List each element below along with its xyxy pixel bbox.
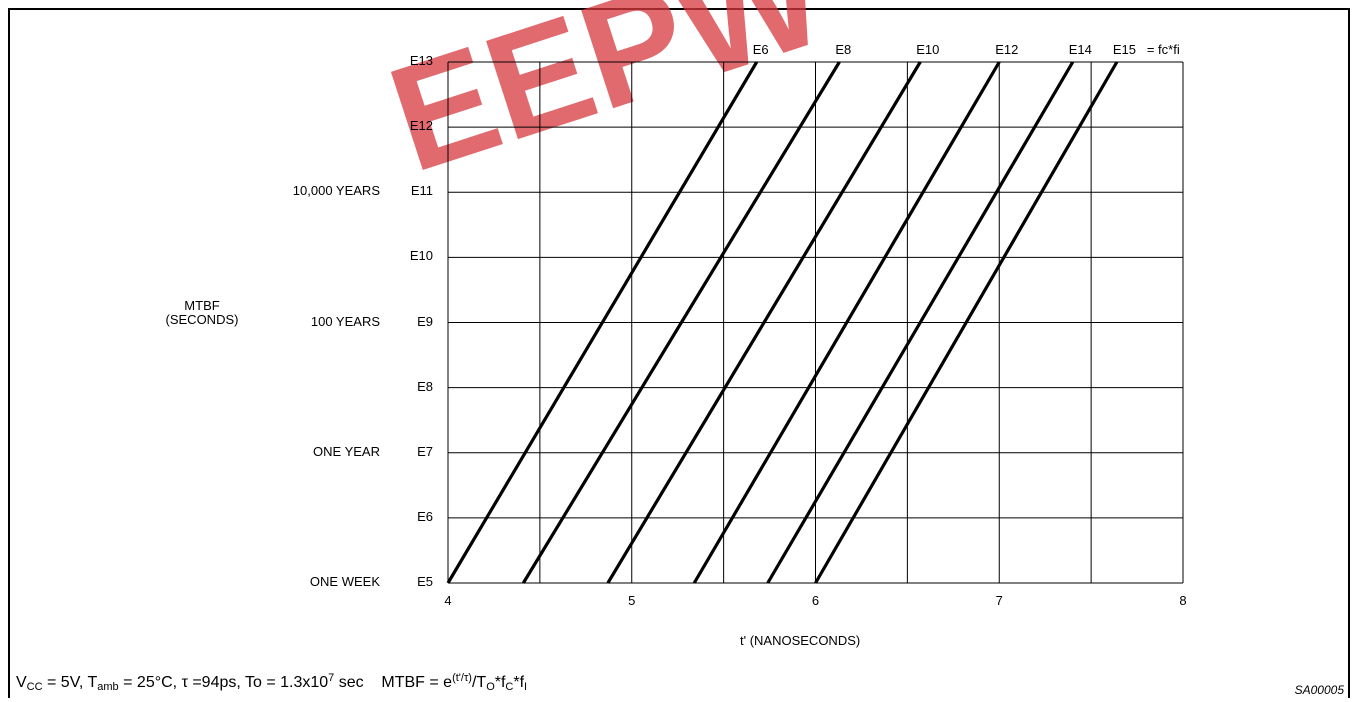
x-tick-label: 5 [628, 593, 636, 608]
y-time-label: ONE WEEK [309, 574, 380, 589]
y-axis-title: MTBF (SECONDS) [147, 299, 257, 327]
x-axis-title: t' (NANOSECONDS) [740, 633, 861, 648]
series-label-e12: E12 [995, 42, 1019, 57]
footer-sub: C [505, 681, 514, 693]
y-tick-label: E11 [410, 183, 433, 199]
footer-sub: I [524, 681, 528, 693]
footer-text: V [16, 674, 27, 691]
series-label-suffix: = fc*fi [1146, 42, 1180, 57]
x-tick-label: 7 [995, 593, 1003, 608]
y-axis-title-line2: (SECONDS) [165, 312, 239, 327]
y-axis-title-line1: MTBF [184, 298, 220, 313]
footer-text: *f [494, 674, 506, 691]
series-line-e15 [814, 61, 1119, 584]
y-tick-label: E10 [409, 248, 433, 264]
footer-sub: CC [26, 681, 43, 693]
x-tick-label: 4 [444, 593, 452, 608]
footer-text: = 5V, T [42, 674, 98, 691]
footer-text: /T [471, 674, 487, 691]
figure-frame [8, 8, 1350, 698]
figure-id: SA00005 [1294, 683, 1344, 697]
y-tick-label: E9 [417, 313, 433, 329]
series-label-e14: E14 [1068, 42, 1092, 57]
series-label-e15: E15 [1112, 42, 1136, 57]
footer-text: *f [513, 674, 525, 691]
series-line-e12 [692, 61, 1001, 584]
footer-sub: amb [97, 681, 119, 693]
y-tick-label: E6 [417, 508, 433, 524]
y-tick-label: E7 [417, 443, 433, 459]
x-tick-label: 6 [811, 593, 820, 608]
series-label-e6: E6 [752, 42, 769, 57]
footer-sup: (t'/τ) [452, 672, 472, 684]
y-tick-label: E5 [417, 574, 433, 589]
conditions-footer: VCC = 5V, Tamb = 25°C, τ =94ps, To = 1.3… [16, 672, 527, 693]
footer-text: sec MTBF = e [334, 674, 453, 691]
series-line-e8 [521, 61, 841, 584]
series-line-e10 [606, 61, 922, 584]
y-time-label: 100 YEARS [310, 313, 380, 329]
y-time-label: 10,000 YEARS [292, 183, 380, 199]
footer-text: = 25°C, τ =94ps, To = 1.3x10 [118, 674, 329, 691]
series-label-e10: E10 [916, 42, 940, 57]
series-label-e8: E8 [835, 42, 852, 57]
y-tick-label: E8 [417, 378, 433, 394]
series-line-e14 [766, 61, 1075, 584]
y-tick-label: E12 [409, 118, 433, 134]
footer-sub: O [486, 681, 495, 693]
y-time-label: ONE YEAR [313, 443, 380, 459]
y-tick-label: E13 [409, 53, 433, 68]
x-tick-label: 8 [1179, 593, 1187, 608]
chart-series-lines [446, 61, 1119, 584]
footer-sup: 7 [328, 672, 335, 684]
series-line-e6 [446, 61, 759, 584]
